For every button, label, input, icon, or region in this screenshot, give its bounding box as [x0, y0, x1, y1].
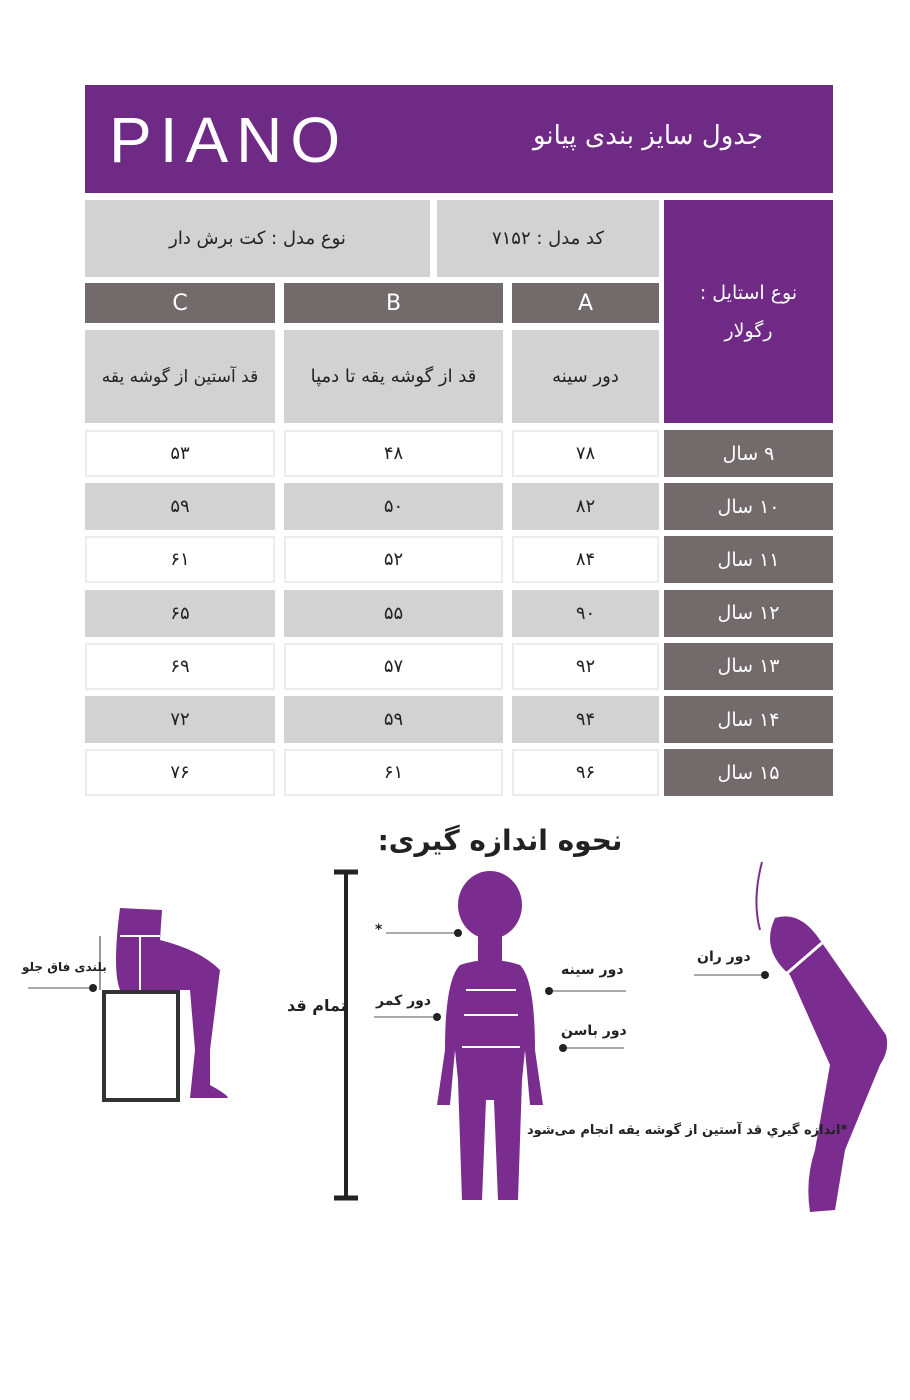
- model-code: کد مدل : ۷۱۵۲: [437, 200, 659, 277]
- age-cell: ۱۴ سال: [664, 696, 833, 743]
- label-front-rise: بلندی فاق جلو: [22, 960, 107, 974]
- style-label: نوع استایل :: [699, 281, 798, 304]
- age-cell: ۱۵ سال: [664, 749, 833, 797]
- size-cell-c: ۵۳: [85, 430, 275, 477]
- size-cell-c: ۶۹: [85, 642, 275, 690]
- size-cell-a: ۹۴: [512, 696, 659, 743]
- size-cell-b: ۵۲: [284, 536, 503, 584]
- size-cell-c: ۷۲: [85, 696, 275, 743]
- style-cell: نوع استایل : رگولار: [664, 200, 833, 423]
- label-chest: دور سینه: [561, 962, 624, 978]
- seated-figure-icon: [28, 908, 228, 1102]
- size-cell-a: ۹۲: [512, 642, 659, 690]
- column-desc-b: قد از گوشه یقه تا دمپا: [284, 330, 503, 423]
- size-cell-a: ۹۶: [512, 749, 659, 797]
- child-figure-icon: [374, 871, 626, 1200]
- label-hip: دور باسن: [561, 1023, 627, 1039]
- column-letter-a: A: [512, 283, 659, 323]
- size-cell-c: ۷۶: [85, 749, 275, 797]
- size-cell-b: ۵۵: [284, 589, 503, 637]
- brand-logo: PIANO: [109, 104, 349, 176]
- age-cell: ۱۰ سال: [664, 483, 833, 531]
- measurement-illustrations: [28, 861, 888, 1212]
- size-cell-a: ۸۲: [512, 483, 659, 531]
- size-cell-a: ۹۰: [512, 589, 659, 637]
- age-cell: ۹ سال: [664, 430, 833, 477]
- height-bar-icon: [334, 869, 358, 1201]
- size-cell-b: ۵۹: [284, 696, 503, 743]
- column-desc-a: دور سینه: [512, 330, 659, 423]
- age-cell: ۱۱ سال: [664, 536, 833, 584]
- label-full-height: تمام قد: [287, 996, 347, 1015]
- measurement-note: *اندازه گيري قد آستين از گوشه يقه انجام …: [527, 1123, 848, 1138]
- size-cell-c: ۶۵: [85, 589, 275, 637]
- size-cell-a: ۷۸: [512, 430, 659, 477]
- label-thigh: دور ران: [697, 949, 751, 965]
- label-star: *: [375, 922, 383, 938]
- howto-title: نحوه اندازه گیری:: [377, 823, 623, 857]
- column-letter-c: C: [85, 283, 275, 323]
- leg-figure-icon: [694, 861, 888, 1212]
- size-cell-b: ۵۰: [284, 483, 503, 531]
- label-waist: دور کمر: [376, 993, 432, 1009]
- column-desc-c: قد آستین از گوشه یقه: [85, 330, 275, 423]
- header-banner: PIANO جدول سایز بندی پیانو: [85, 85, 833, 193]
- size-cell-b: ۶۱: [284, 749, 503, 797]
- size-cell-b: ۵۷: [284, 642, 503, 690]
- model-type: نوع مدل : کت برش دار: [85, 200, 430, 277]
- style-value: رگولار: [724, 319, 773, 342]
- page-title: جدول سایز بندی پیانو: [532, 121, 763, 151]
- age-cell: ۱۳ سال: [664, 642, 833, 690]
- size-cell-b: ۴۸: [284, 430, 503, 477]
- size-cell-c: ۶۱: [85, 536, 275, 584]
- size-cell-a: ۸۴: [512, 536, 659, 584]
- column-letter-b: B: [284, 283, 503, 323]
- size-cell-c: ۵۹: [85, 483, 275, 531]
- age-cell: ۱۲ سال: [664, 589, 833, 637]
